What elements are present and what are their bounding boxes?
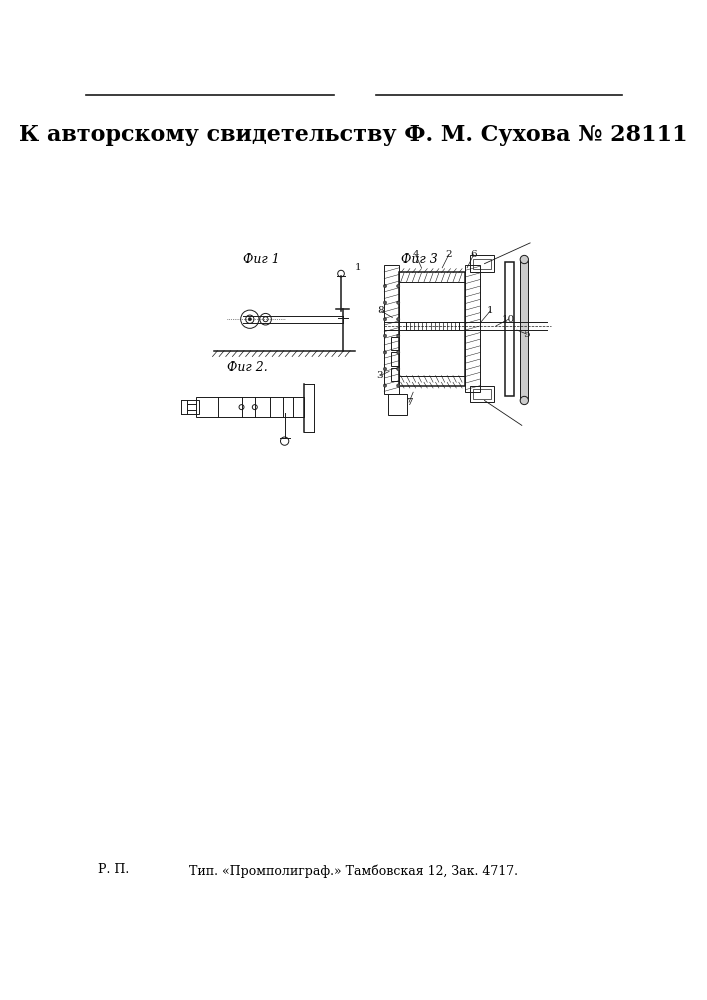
Text: 6: 6 [470, 250, 477, 259]
Circle shape [383, 334, 387, 337]
Bar [473, 389, 491, 399]
Circle shape [383, 351, 387, 354]
Circle shape [383, 384, 387, 387]
Circle shape [520, 255, 528, 264]
Circle shape [520, 396, 528, 405]
Text: 4: 4 [412, 250, 419, 259]
Text: 2: 2 [445, 250, 452, 259]
Bar [391, 337, 399, 350]
Bar [391, 352, 399, 366]
Circle shape [397, 367, 400, 371]
Text: 1: 1 [354, 263, 361, 272]
Bar [406, 322, 459, 330]
Circle shape [383, 318, 387, 321]
Bar [465, 265, 480, 392]
Bar [520, 260, 528, 400]
Text: 8: 8 [378, 306, 384, 315]
Text: Фиг 2.: Фиг 2. [226, 361, 267, 374]
Circle shape [397, 351, 400, 354]
Text: К авторскому свидетельству Ф. М. Сухова № 28111: К авторскому свидетельству Ф. М. Сухова … [19, 124, 688, 146]
Bar [506, 262, 513, 396]
Circle shape [397, 301, 400, 304]
Circle shape [397, 284, 400, 288]
Circle shape [383, 284, 387, 288]
Text: 7: 7 [406, 398, 412, 407]
Bar [196, 397, 304, 417]
Text: 1: 1 [487, 306, 493, 315]
Bar [399, 272, 465, 386]
Circle shape [248, 318, 252, 321]
Bar [473, 259, 491, 269]
Bar [388, 394, 407, 415]
Circle shape [397, 384, 400, 387]
Text: 5: 5 [523, 330, 530, 339]
Bar [469, 386, 494, 402]
Circle shape [397, 318, 400, 321]
Text: Тип. «Промполиграф.» Тамбовская 12, Зак. 4717.: Тип. «Промполиграф.» Тамбовская 12, Зак.… [189, 865, 518, 878]
Bar [391, 368, 399, 381]
Bar [187, 400, 199, 414]
Circle shape [397, 334, 400, 337]
Text: Фиг 3: Фиг 3 [401, 253, 438, 266]
Text: Р. П.: Р. П. [98, 863, 129, 876]
Circle shape [383, 301, 387, 304]
Text: 3: 3 [377, 371, 383, 380]
Text: Фиг 1: Фиг 1 [243, 253, 280, 266]
Circle shape [383, 367, 387, 371]
Text: 10: 10 [502, 315, 515, 324]
Bar [384, 265, 399, 394]
Bar [469, 255, 494, 272]
